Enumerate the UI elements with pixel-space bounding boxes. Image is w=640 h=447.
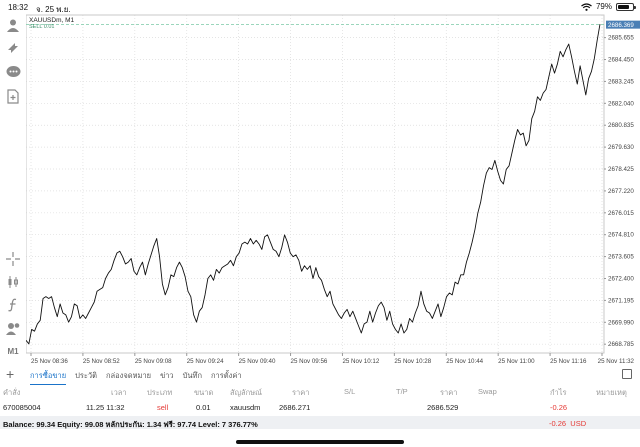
tab-journal[interactable]: บันทึก: [182, 371, 203, 380]
x-tick-label: 25 Nov 11:32: [598, 358, 635, 365]
chat-icon[interactable]: [4, 63, 22, 81]
x-tick-label: 25 Nov 08:36: [31, 358, 68, 365]
crosshair-icon[interactable]: [4, 250, 22, 268]
objects-icon[interactable]: [4, 319, 22, 337]
x-tick-label: 25 Nov 09:40: [239, 358, 276, 365]
col-price: ราคา: [292, 388, 310, 397]
col-swap: Swap: [478, 387, 497, 396]
x-tick-label: 25 Nov 09:08: [135, 358, 172, 365]
price-chart[interactable]: 2668.785 2669.990 2671.195 2672.400 2673.605…: [25, 14, 640, 370]
y-tick-label: 2673.605: [608, 254, 634, 261]
col-profit: กำไร: [550, 388, 567, 397]
timeframe-button[interactable]: M1: [7, 346, 19, 356]
panel-layout-icon[interactable]: [622, 369, 632, 379]
home-indicator: [236, 440, 404, 444]
y-tick-label: 2680.835: [608, 122, 634, 129]
terminal-panel: + การซื้อขาย ประวัติ กล่องจดหมาย ข่าว บั…: [0, 366, 640, 447]
order-type: sell: [157, 403, 169, 412]
y-tick-label: 2678.425: [608, 166, 634, 173]
left-toolbar: M1: [0, 14, 26, 364]
order-profit: -0.26: [550, 403, 568, 412]
floating-profit: -0.26 USD: [549, 419, 586, 428]
horizontal-gridlines: [26, 37, 604, 345]
y-tick-label: 2677.220: [608, 188, 634, 195]
symbol-header: XAUUSDm, M1: [29, 17, 75, 24]
price-series-line: [25, 24, 601, 345]
candlestick-icon[interactable]: [4, 273, 22, 291]
battery-percent: 79%: [595, 2, 612, 11]
time-axis: 25 Nov 08:36 25 Nov 08:52 25 Nov 09:08 25 N…: [30, 353, 635, 365]
x-tick-label: 25 Nov 11:16: [550, 358, 587, 365]
x-tick-label: 25 Nov 10:44: [446, 358, 483, 365]
order-volume: 0.01: [196, 403, 211, 412]
indicators-icon[interactable]: [4, 296, 22, 314]
order-label: SELL 0.01: [29, 24, 54, 30]
order-current-price: 2686.529: [427, 403, 459, 412]
y-tick-label: 2671.195: [608, 297, 634, 304]
terminal-tabs: การซื้อขาย ประวัติ กล่องจดหมาย ข่าว บันท…: [30, 370, 242, 385]
total-profit: -0.26: [549, 419, 567, 428]
y-tick-label: 2676.015: [608, 210, 634, 217]
wifi-icon: [581, 2, 592, 11]
y-tick-label: 2672.400: [608, 275, 634, 282]
price-axis: 2668.785 2669.990 2671.195 2672.400 2673.605…: [604, 35, 634, 348]
x-tick-label: 25 Nov 09:24: [187, 358, 224, 365]
order-ticket: 670085004: [3, 403, 41, 412]
account-summary: Balance: 99.34 Equity: 99.08 หลักประกัน:…: [3, 420, 258, 429]
y-tick-label: 2669.990: [608, 319, 634, 326]
y-tick-label: 2679.630: [608, 144, 634, 151]
order-open-price: 2686.271: [279, 403, 311, 412]
col-comment: หมายเหตุ: [596, 388, 627, 397]
battery-icon: [616, 2, 636, 11]
current-price-value: 2686.369: [608, 22, 634, 29]
status-right: 79%: [581, 2, 636, 11]
x-tick-label: 25 Nov 10:12: [342, 358, 379, 365]
current-price-tag: 2686.369: [606, 20, 640, 29]
tab-mailbox[interactable]: กล่องจดหมาย: [106, 371, 152, 380]
currency: USD: [570, 419, 587, 428]
balance-bar: Balance: 99.34 Equity: 99.08 หลักประกัน:…: [0, 416, 640, 429]
col-type: ประเภท: [147, 388, 173, 397]
col-volume: ขนาด: [194, 388, 214, 397]
status-bar: 18:32 จ. 25 พ.ย. 79%: [0, 0, 640, 14]
current-price-tag-bg: [606, 20, 640, 29]
col-ticket: คำสั่ง: [3, 388, 21, 397]
add-icon[interactable]: +: [6, 366, 15, 382]
y-tick-label: 2685.655: [608, 35, 634, 42]
col-current-price: ราคา: [440, 388, 458, 397]
x-tick-label: 25 Nov 08:52: [83, 358, 120, 365]
order-table-header: คำสั่ง เวลา ประเภท ขนาด สัญลักษณ์ ราคา S…: [0, 386, 640, 399]
chart-canvas[interactable]: 2668.785 2669.990 2671.195 2672.400 2673.605…: [25, 14, 640, 370]
tab-news[interactable]: ข่าว: [160, 371, 174, 380]
new-document-icon[interactable]: [4, 87, 22, 105]
terminal-tab-bar: + การซื้อขาย ประวัติ กล่องจดหมาย ข่าว บั…: [0, 366, 640, 385]
x-tick-label: 25 Nov 10:28: [394, 358, 431, 365]
tab-settings[interactable]: การตั้งค่า: [211, 371, 242, 380]
battery-fill: [618, 4, 630, 9]
table-row[interactable]: 670085004 11.25 11:32 sell 0.01 xauusdm …: [0, 402, 640, 415]
col-time: เวลา: [111, 388, 127, 397]
vertical-gridlines: [30, 15, 603, 353]
y-tick-label: 2682.040: [608, 100, 634, 107]
order-time: 11.25 11:32: [86, 403, 125, 412]
y-tick-label: 2674.810: [608, 232, 634, 239]
col-sl: S/L: [344, 387, 356, 396]
y-tick-label: 2684.450: [608, 57, 634, 64]
x-tick-label: 25 Nov 09:56: [291, 358, 328, 365]
col-tp: T/P: [396, 387, 408, 396]
col-symbol: สัญลักษณ์: [230, 388, 263, 397]
tab-trade[interactable]: การซื้อขาย: [30, 370, 67, 385]
y-tick-label: 2668.785: [608, 341, 634, 348]
trade-arrows-icon[interactable]: [4, 39, 22, 57]
y-tick-label: 2683.245: [608, 78, 634, 85]
tab-history[interactable]: ประวัติ: [75, 371, 98, 380]
x-tick-label: 25 Nov 11:00: [498, 358, 535, 365]
account-icon[interactable]: [4, 16, 22, 34]
clock: 18:32: [8, 3, 29, 12]
date: จ. 25 พ.ย.: [36, 5, 71, 14]
plot-frame: [25, 14, 605, 354]
order-symbol: xauusdm: [230, 403, 261, 412]
